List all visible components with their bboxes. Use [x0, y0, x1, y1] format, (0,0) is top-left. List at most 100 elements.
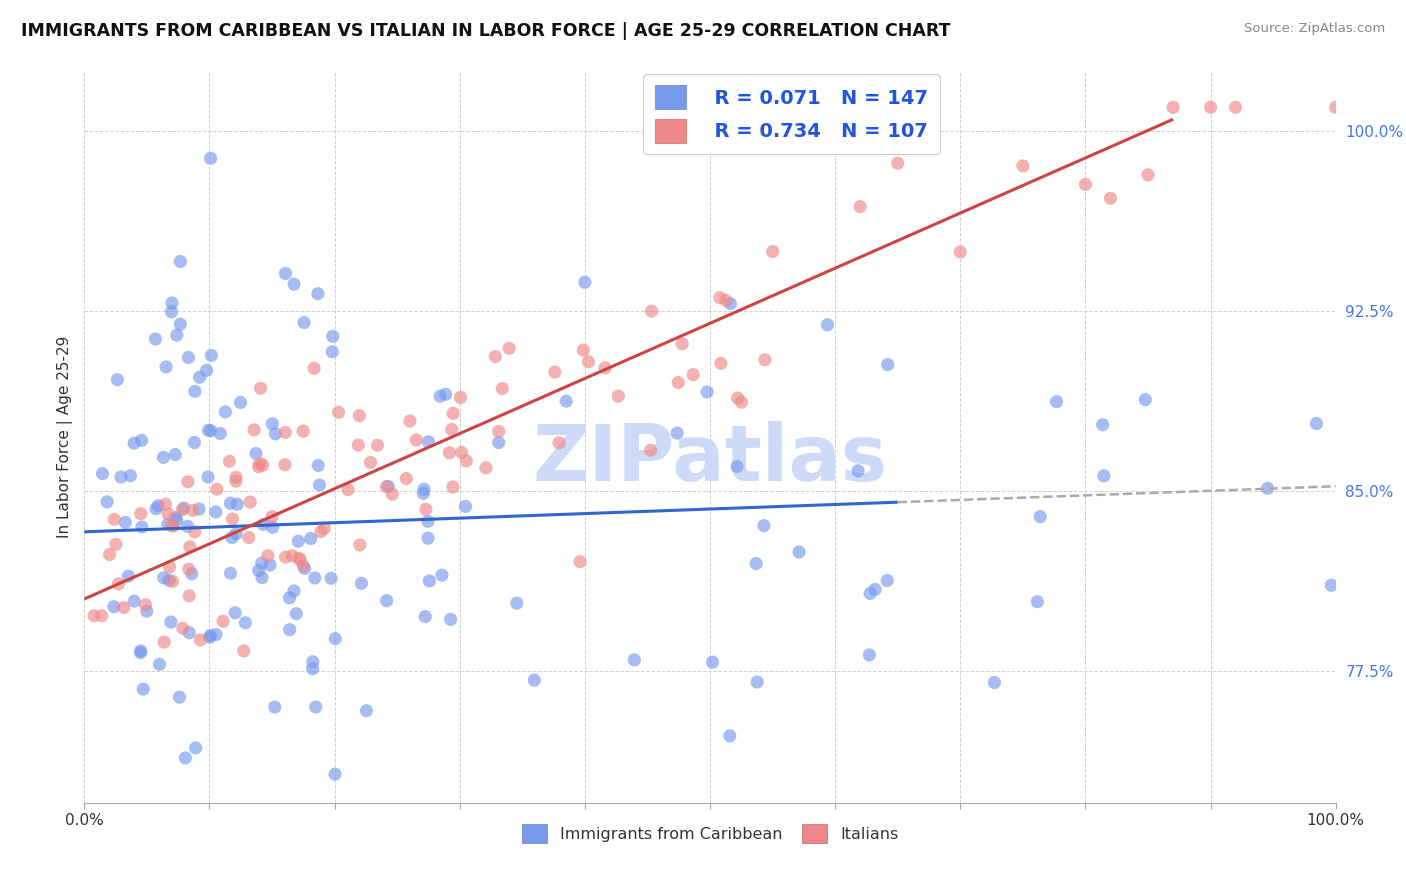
Point	[752, 518, 775, 533]
Point	[405, 433, 427, 447]
Point	[243, 423, 266, 437]
Point	[1199, 100, 1222, 114]
Point	[349, 538, 371, 552]
Point	[1092, 468, 1115, 483]
Point	[179, 589, 201, 603]
Point	[593, 360, 616, 375]
Point	[205, 482, 228, 496]
Point	[104, 537, 127, 551]
Point	[214, 405, 236, 419]
Point	[197, 470, 219, 484]
Point	[1029, 509, 1052, 524]
Point	[1225, 100, 1247, 114]
Point	[718, 296, 741, 310]
Point	[576, 355, 599, 369]
Point	[148, 499, 170, 513]
Point	[349, 409, 371, 423]
Point	[413, 483, 436, 497]
Point	[219, 496, 242, 510]
Point	[232, 644, 254, 658]
Point	[90, 608, 112, 623]
Point	[110, 470, 132, 484]
Point	[294, 561, 316, 575]
Point	[83, 608, 105, 623]
Point	[172, 621, 194, 635]
Point	[145, 332, 167, 346]
Point	[450, 391, 472, 405]
Point	[263, 700, 285, 714]
Point	[307, 286, 329, 301]
Text: IMMIGRANTS FROM CARIBBEAN VS ITALIAN IN LABOR FORCE | AGE 25-29 CORRELATION CHAR: IMMIGRANTS FROM CARIBBEAN VS ITALIAN IN …	[21, 22, 950, 40]
Point	[440, 612, 463, 626]
Point	[179, 540, 201, 554]
Point	[574, 275, 596, 289]
Point	[225, 470, 247, 484]
Point	[200, 348, 222, 362]
Point	[274, 425, 297, 440]
Point	[257, 549, 280, 563]
Point	[413, 609, 436, 624]
Point	[166, 328, 188, 343]
Point	[259, 558, 281, 572]
Point	[122, 594, 145, 608]
Point	[155, 359, 177, 374]
Point	[157, 574, 180, 588]
Point	[544, 365, 567, 379]
Point	[96, 495, 118, 509]
Point	[983, 675, 1005, 690]
Point	[450, 445, 472, 459]
Point	[682, 368, 704, 382]
Point	[209, 426, 232, 441]
Point	[440, 423, 463, 437]
Point	[195, 363, 218, 377]
Point	[350, 576, 373, 591]
Point	[112, 600, 135, 615]
Point	[434, 387, 457, 401]
Point	[155, 497, 177, 511]
Point	[1045, 394, 1067, 409]
Point	[233, 615, 256, 630]
Point	[287, 534, 309, 549]
Point	[745, 557, 768, 571]
Point	[166, 513, 188, 527]
Point	[375, 479, 398, 493]
Point	[252, 517, 274, 532]
Point	[415, 502, 437, 516]
Point	[229, 395, 252, 409]
Point	[308, 478, 330, 492]
Point	[247, 459, 270, 474]
Point	[1091, 417, 1114, 432]
Point	[177, 562, 200, 576]
Point	[226, 497, 249, 511]
Point	[281, 549, 304, 563]
Point	[1074, 178, 1097, 192]
Point	[219, 566, 242, 581]
Point	[876, 358, 898, 372]
Point	[418, 434, 440, 449]
Point	[224, 606, 246, 620]
Point	[718, 729, 741, 743]
Point	[488, 435, 510, 450]
Point	[1099, 191, 1122, 205]
Point	[439, 446, 461, 460]
Point	[325, 632, 347, 646]
Point	[120, 468, 142, 483]
Point	[250, 570, 273, 584]
Point	[727, 391, 749, 405]
Point	[225, 474, 247, 488]
Point	[169, 690, 191, 705]
Point	[949, 244, 972, 259]
Point	[159, 560, 181, 574]
Point	[181, 503, 204, 517]
Point	[184, 740, 207, 755]
Point	[299, 532, 322, 546]
Point	[696, 384, 718, 399]
Point	[250, 556, 273, 570]
Point	[225, 527, 247, 541]
Point	[714, 293, 737, 308]
Point	[290, 552, 312, 566]
Point	[491, 382, 513, 396]
Point	[418, 574, 440, 588]
Point	[169, 318, 191, 332]
Point	[416, 531, 439, 545]
